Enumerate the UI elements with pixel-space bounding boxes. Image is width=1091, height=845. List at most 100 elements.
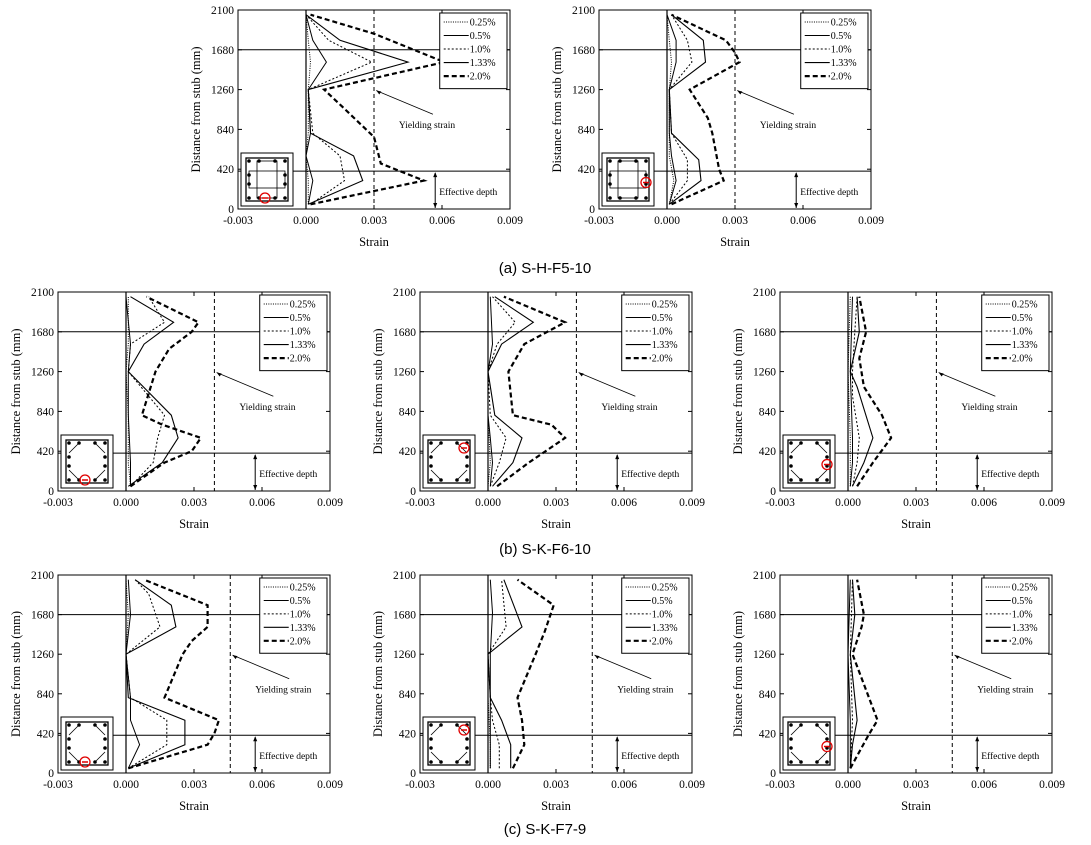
rebar-dot: [247, 159, 251, 163]
rebar-dot: [799, 723, 803, 727]
legend-label: 0.5%: [290, 313, 311, 324]
y-tick-label: 1680: [211, 45, 234, 57]
x-tick-label: 0.006: [790, 215, 816, 227]
rebar-dot: [283, 159, 287, 163]
legend-label: 0.25%: [290, 583, 316, 594]
rebar-dot: [608, 159, 612, 163]
rebar-dot: [439, 760, 443, 764]
legend-box: [621, 577, 690, 654]
rebar-dot: [429, 737, 433, 741]
arrowhead-icon: [615, 485, 620, 490]
strain-chart-1: -0.003 0.000 0.003 0.006 0.009 0 420 840 1260 168…: [189, 5, 523, 249]
rebar-dot: [103, 746, 107, 750]
rebar-dot: [247, 196, 251, 200]
series-line-1_33pct: [849, 296, 874, 487]
arrowhead-icon: [578, 372, 584, 377]
legend-label: 0.25%: [470, 18, 496, 29]
rebar-dot: [93, 478, 97, 482]
y-tick-label: 840: [759, 406, 777, 418]
caption-a: (a) S-H-F5-10: [499, 260, 592, 277]
y-tick-label: 1260: [753, 367, 776, 379]
rebar-dot: [273, 159, 277, 163]
y-tick-label: 1260: [211, 85, 234, 97]
legend-label: 1.33%: [831, 58, 857, 69]
x-tick-label: -0.003: [405, 779, 435, 791]
y-tick-label: 1260: [572, 85, 595, 97]
rebar-dot: [465, 478, 469, 482]
series-line-0_25pct: [305, 14, 312, 205]
y-tick-label: 2100: [753, 287, 776, 299]
y-tick-label: 0: [770, 768, 776, 780]
rebar-dot: [67, 478, 71, 482]
legend-label: 2.0%: [652, 636, 673, 647]
yielding-strain-label: Yielding strain: [760, 121, 816, 131]
legend-box: [981, 577, 1050, 654]
rebar-dot: [825, 455, 829, 459]
yielding-arrow: [594, 654, 652, 680]
rebar-dot: [103, 441, 107, 445]
octagonal-hoop: [790, 442, 828, 481]
column-section: [787, 721, 831, 766]
series-line-0_5pct: [489, 579, 494, 769]
y-axis-label: Distance from stub (mm): [9, 611, 23, 737]
y-tick-label: 2100: [572, 5, 595, 17]
strain-chart-3: -0.003 0.000 0.003 0.006 0.009 0 420 840 1260 168…: [9, 287, 343, 531]
yielding-strain-label: Yielding strain: [601, 403, 657, 413]
arrowhead-icon: [376, 90, 382, 95]
series-line-2_0pct: [671, 13, 741, 206]
rebar-dot: [67, 455, 71, 459]
rebar-dot: [93, 760, 97, 764]
legend-label: 0.5%: [652, 596, 673, 607]
strain-chart-5: -0.003 0.000 0.003 0.006 0.009 0 420 840 1260 168…: [731, 287, 1065, 531]
rebar-dot: [789, 455, 793, 459]
series-line-2_0pct: [496, 295, 568, 488]
rebar-dot: [789, 478, 793, 482]
x-axis-label: Strain: [179, 517, 210, 531]
arrowhead-icon: [594, 655, 600, 660]
effective-depth-label: Effective depth: [621, 469, 679, 480]
series-line-1_0pct: [125, 579, 168, 769]
y-tick-label: 420: [399, 446, 417, 458]
x-tick-label: 0.000: [113, 779, 139, 791]
yielding-strain-label: Yielding strain: [255, 686, 311, 696]
effective-depth-label: Effective depth: [981, 469, 1039, 480]
arrowhead-icon: [232, 655, 238, 660]
legend-label: 1.33%: [1012, 340, 1038, 351]
y-tick-label: 420: [759, 446, 777, 458]
rebar-dot: [644, 196, 648, 200]
y-tick-label: 2100: [31, 570, 54, 582]
rebar-dot: [439, 441, 443, 445]
cross-section-inset: [240, 152, 294, 207]
y-tick-label: 420: [37, 728, 55, 740]
rebar-dot: [825, 737, 829, 741]
series-line-0_5pct: [847, 579, 851, 769]
column-section: [65, 439, 109, 484]
y-tick-label: 0: [228, 204, 234, 216]
yielding-strain-label: Yielding strain: [617, 686, 673, 696]
legend-label: 1.0%: [290, 609, 311, 620]
arrowhead-icon: [954, 655, 960, 660]
y-tick-label: 840: [759, 689, 777, 701]
effective-depth-label: Effective depth: [800, 187, 858, 198]
rebar-dot: [618, 196, 622, 200]
column-section: [427, 439, 471, 484]
rebar-dot: [789, 737, 793, 741]
rebar-dot: [608, 182, 612, 186]
rebar-dot: [67, 760, 71, 764]
x-axis-label: Strain: [359, 235, 390, 249]
strain-gauge-marker-icon: [458, 724, 470, 736]
x-tick-label: 0.003: [722, 215, 748, 227]
x-tick-label: 0.006: [249, 497, 275, 509]
effective-depth-label: Effective depth: [621, 751, 679, 762]
yielding-strain-label: Yielding strain: [399, 121, 455, 131]
arrowhead-icon: [975, 736, 980, 742]
strain-chart-8: -0.003 0.000 0.003 0.006 0.009 0 420 840 1260 168…: [731, 570, 1065, 813]
series-line-1_33pct: [127, 296, 179, 487]
rebar-dot: [634, 196, 638, 200]
rebar-dot: [455, 441, 459, 445]
rebar-dot: [103, 464, 107, 468]
rebar-dot: [789, 464, 793, 468]
x-tick-label: 0.009: [317, 497, 343, 509]
y-tick-label: 1260: [31, 367, 54, 379]
